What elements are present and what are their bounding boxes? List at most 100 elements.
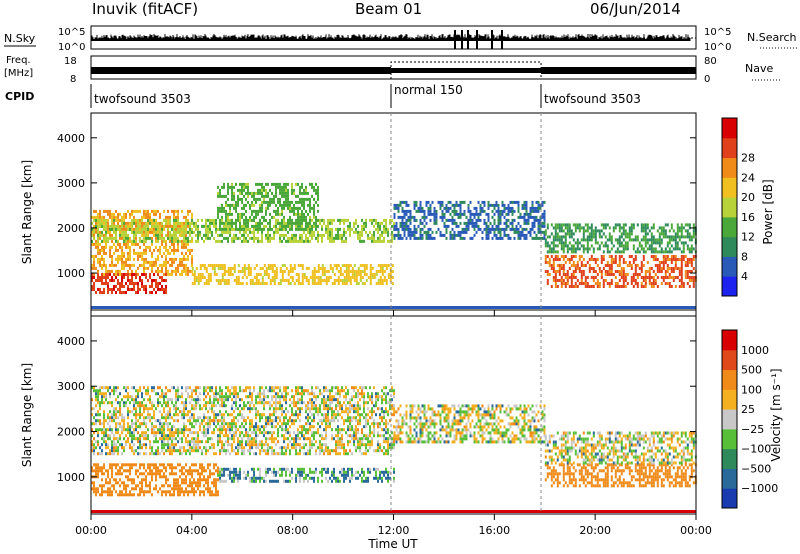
heatmap-cell <box>253 230 255 234</box>
heatmap-cell <box>680 285 683 288</box>
heatmap-cell <box>229 470 231 474</box>
heatmap-cell <box>537 203 540 207</box>
heatmap-cell <box>253 236 255 240</box>
heatmap-cell <box>107 401 109 405</box>
heatmap-cell <box>165 273 167 276</box>
heatmap-cell <box>345 276 348 279</box>
heatmap-cell <box>662 267 665 270</box>
heatmap-cell <box>471 224 474 228</box>
heatmap-cell <box>275 276 278 279</box>
heatmap-cell <box>594 229 597 233</box>
heatmap-cell <box>572 261 575 264</box>
heatmap-cell <box>181 230 183 234</box>
heatmap-cell <box>185 242 187 246</box>
heatmap-cell <box>113 263 115 267</box>
heatmap-cell <box>610 235 613 239</box>
heatmap-cell <box>125 404 127 408</box>
heatmap-cell <box>279 200 281 204</box>
heatmap-cell <box>179 227 181 231</box>
heatmap-cell <box>165 475 167 479</box>
heatmap-cell <box>301 215 303 219</box>
heatmap-cell <box>517 209 520 213</box>
heatmap-cell <box>487 236 490 240</box>
heatmap-cell <box>169 472 171 476</box>
heatmap-cell <box>231 476 233 480</box>
heatmap-cell <box>223 194 225 198</box>
heatmap-cell <box>135 221 137 225</box>
heatmap-cell <box>648 279 651 282</box>
heatmap-cell <box>313 188 315 192</box>
heatmap-cell <box>119 224 121 228</box>
heatmap-cell <box>423 215 426 219</box>
heatmap-cell <box>123 386 125 390</box>
heatmap-cell <box>337 230 339 234</box>
heatmap-cell <box>265 191 267 195</box>
heatmap-cell <box>459 200 462 204</box>
heatmap-cell <box>586 276 589 279</box>
heatmap-cell <box>147 416 149 420</box>
heatmap-cell <box>309 276 312 279</box>
heatmap-cell <box>155 224 157 228</box>
heatmap-cell <box>377 476 379 480</box>
heatmap-cell <box>487 233 490 237</box>
heatmap-cell <box>131 386 133 390</box>
heatmap-cell <box>606 223 609 227</box>
heatmap-cell <box>289 218 291 222</box>
heatmap-cell <box>253 479 255 483</box>
heatmap-cell <box>183 233 185 237</box>
heatmap-cell <box>163 422 165 426</box>
heatmap-cell <box>662 226 665 230</box>
heatmap-cell <box>127 416 129 420</box>
heatmap-cell <box>333 218 335 222</box>
heatmap-cell <box>105 266 107 270</box>
heatmap-cell <box>275 227 277 231</box>
heatmap-cell <box>121 215 123 219</box>
heatmap-cell <box>407 233 410 237</box>
heatmap-cell <box>680 241 683 245</box>
heatmap-cell <box>95 463 97 467</box>
heatmap-cell <box>159 469 161 473</box>
heatmap-cell <box>217 264 220 267</box>
heatmap-cell <box>151 389 153 393</box>
heatmap-cell <box>371 239 373 243</box>
heatmap-cell <box>315 200 317 204</box>
heatmap-cell <box>267 233 269 237</box>
heatmap-cell <box>632 258 635 261</box>
heatmap-cell <box>415 200 418 204</box>
heatmap-cell <box>125 257 127 261</box>
heatmap-cell <box>311 476 313 480</box>
heatmap-cell <box>560 279 563 282</box>
heatmap-cell <box>99 215 101 219</box>
heatmap-cell <box>195 224 197 228</box>
heatmap-cell <box>341 467 343 471</box>
heatmap-cell <box>451 203 454 207</box>
heatmap-cell <box>115 463 117 467</box>
heatmap-cell <box>445 230 448 234</box>
heatmap-cell <box>584 223 587 227</box>
heatmap-cell <box>644 226 647 230</box>
heatmap-cell <box>223 279 226 282</box>
heatmap-cell <box>285 200 287 204</box>
heatmap-cell <box>554 223 557 227</box>
heatmap-cell <box>169 449 171 453</box>
heatmap-cell <box>317 188 319 192</box>
heatmap-cell <box>145 227 147 231</box>
heatmap-cell <box>131 288 133 291</box>
heatmap-cell <box>387 276 390 279</box>
heatmap-cell <box>137 446 139 450</box>
heatmap-cell <box>123 242 125 246</box>
heatmap-cell <box>239 476 241 480</box>
heatmap-cell <box>185 230 187 234</box>
heatmap-cell <box>269 233 271 237</box>
heatmap-cell <box>267 267 270 270</box>
heatmap-cell <box>493 206 496 210</box>
heatmap-cell <box>431 212 434 216</box>
heatmap-cell <box>361 230 363 234</box>
heatmap-cell <box>157 266 159 270</box>
heatmap-cell <box>145 469 147 473</box>
heatmap-cell <box>610 255 613 258</box>
heatmap-cell <box>235 221 237 225</box>
heatmap-cell <box>163 392 165 396</box>
heatmap-cell <box>588 258 591 261</box>
heatmap-cell <box>291 200 293 204</box>
